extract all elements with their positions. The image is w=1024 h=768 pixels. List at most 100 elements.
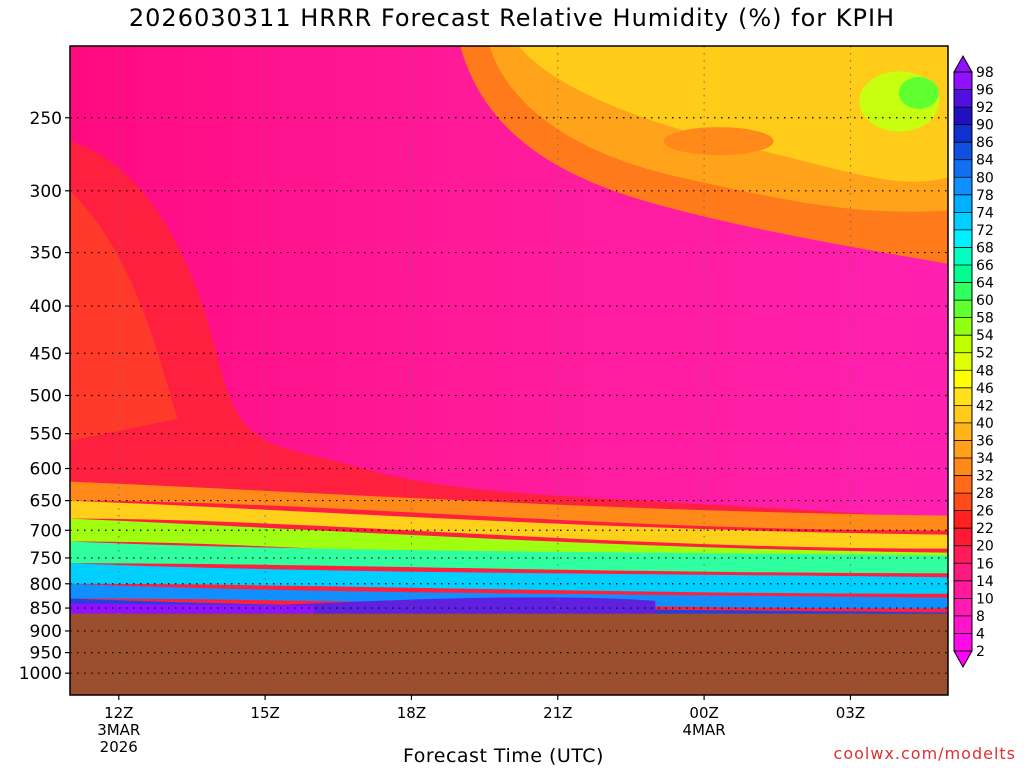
chart-title: 2026030311 HRRR Forecast Relative Humidi… bbox=[128, 4, 896, 32]
y-tick-label: 750 bbox=[30, 549, 62, 569]
x-tick-sublabel: 4MAR bbox=[683, 721, 726, 739]
colorbar-label: 16 bbox=[976, 556, 994, 572]
y-tick-label: 300 bbox=[30, 182, 62, 202]
left-orange-streak bbox=[70, 190, 178, 441]
x-tick-sublabel: 2026 bbox=[100, 738, 138, 756]
colorbar-label: 66 bbox=[976, 258, 994, 274]
colorbar-swatch bbox=[954, 545, 972, 564]
colorbar-label: 36 bbox=[976, 433, 994, 449]
colorbar-swatch bbox=[954, 440, 972, 458]
colorbar-label: 48 bbox=[976, 363, 994, 379]
near-surface-saturated bbox=[265, 597, 656, 614]
colorbar-swatch bbox=[954, 528, 972, 546]
colorbar-swatch bbox=[954, 300, 972, 318]
y-tick-label: 350 bbox=[30, 244, 62, 264]
colorbar-swatch bbox=[954, 317, 972, 336]
y-tick-label: 850 bbox=[30, 599, 62, 619]
colorbar-label: 40 bbox=[976, 416, 994, 432]
terrain bbox=[70, 613, 948, 695]
y-tick-label: 700 bbox=[30, 521, 62, 541]
y-tick-label: 550 bbox=[30, 425, 62, 445]
dry-region-core bbox=[518, 46, 948, 182]
plot-frame bbox=[69, 45, 949, 696]
colorbar-swatch bbox=[954, 475, 972, 494]
y-tick-label: 950 bbox=[30, 644, 62, 664]
colorbar-label: 96 bbox=[976, 83, 994, 99]
colorbar-swatch bbox=[954, 563, 972, 581]
y-tick-label: 250 bbox=[30, 109, 62, 129]
y-tick-label: 500 bbox=[30, 386, 62, 406]
colorbar-label: 8 bbox=[976, 609, 985, 625]
x-tick-label: 12Z bbox=[104, 704, 133, 722]
colorbar-swatch bbox=[954, 510, 972, 529]
colorbar-label: 74 bbox=[976, 205, 994, 221]
colorbar-swatch bbox=[954, 493, 972, 511]
y-tick-label: 600 bbox=[30, 460, 62, 480]
colorbar-swatch bbox=[954, 124, 972, 143]
colorbar-swatch bbox=[954, 247, 972, 265]
colorbar-swatch bbox=[954, 598, 972, 616]
x-tick-sublabel: 3MAR bbox=[97, 721, 140, 739]
y-tick-label: 650 bbox=[30, 492, 62, 512]
y-tick-label: 900 bbox=[30, 622, 62, 642]
x-tick-label: 21Z bbox=[543, 704, 572, 722]
colorbar-swatch bbox=[954, 229, 972, 248]
colorbar-label: 86 bbox=[976, 135, 994, 151]
colorbar-label: 14 bbox=[976, 574, 994, 590]
colorbar-swatch bbox=[954, 107, 972, 125]
low-level-band bbox=[70, 541, 948, 574]
colorbar-label: 90 bbox=[976, 118, 994, 134]
colorbar-label: 60 bbox=[976, 293, 994, 309]
colorbar-label: 92 bbox=[976, 100, 994, 116]
colorbar-label: 78 bbox=[976, 188, 994, 204]
colorbar-swatch bbox=[954, 212, 972, 230]
low-level-band bbox=[70, 481, 948, 531]
low-level-band bbox=[70, 583, 948, 609]
low-level-band bbox=[70, 563, 948, 594]
colorbar-swatch bbox=[954, 405, 972, 423]
colorbar-top-arrow bbox=[953, 54, 973, 73]
y-tick-label: 800 bbox=[30, 575, 62, 595]
x-tick-label: 00Z bbox=[689, 704, 718, 722]
colorbar-label: 54 bbox=[976, 328, 994, 344]
colorbar-label: 20 bbox=[976, 539, 994, 555]
colorbar-label: 32 bbox=[976, 469, 994, 485]
x-tick-label: 03Z bbox=[836, 704, 865, 722]
colorbar: 2481014162022262832343640424648525458606… bbox=[953, 54, 994, 669]
x-tick-label: 15Z bbox=[250, 704, 279, 722]
colorbar-swatch bbox=[954, 335, 972, 353]
colorbar-swatch bbox=[954, 159, 972, 178]
x-axis-label: Forecast Time (UTC) bbox=[403, 745, 604, 767]
near-surface-violet bbox=[70, 603, 314, 614]
colorbar-swatch bbox=[954, 89, 972, 108]
colorbar-label: 10 bbox=[976, 591, 994, 607]
colorbar-swatch bbox=[954, 633, 972, 651]
colorbar-label: 26 bbox=[976, 504, 994, 520]
colorbar-label: 98 bbox=[976, 65, 994, 81]
colorbar-bottom-arrow bbox=[953, 650, 973, 669]
colorbar-label: 80 bbox=[976, 170, 994, 186]
y-tick-label: 1000 bbox=[19, 664, 62, 684]
low-level-band bbox=[70, 500, 948, 549]
colorbar-swatch bbox=[954, 352, 972, 371]
colorbar-swatch bbox=[954, 387, 972, 406]
y-tick-label: 400 bbox=[30, 297, 62, 317]
colorbar-label: 46 bbox=[976, 381, 994, 397]
credit-link[interactable]: coolwx.com/modelts bbox=[833, 744, 1016, 763]
colorbar-label: 2 bbox=[976, 644, 985, 660]
colorbar-label: 72 bbox=[976, 223, 994, 239]
colorbar-swatch bbox=[954, 194, 972, 213]
axes: 250 300 350 400 450 500 550 600 650 700 750 800 850 9… bbox=[19, 45, 949, 756]
dry-pocket bbox=[663, 127, 774, 156]
colorbar-label: 34 bbox=[976, 451, 994, 467]
humidity-field bbox=[70, 46, 948, 695]
colorbar-swatch bbox=[954, 177, 972, 195]
colorbar-label: 42 bbox=[976, 398, 994, 414]
colorbar-label: 64 bbox=[976, 276, 994, 292]
colorbar-label: 58 bbox=[976, 311, 994, 327]
colorbar-label: 22 bbox=[976, 521, 994, 537]
colorbar-label: 4 bbox=[976, 626, 985, 642]
colorbar-swatch bbox=[954, 615, 972, 634]
y-tick-label: 450 bbox=[30, 344, 62, 364]
